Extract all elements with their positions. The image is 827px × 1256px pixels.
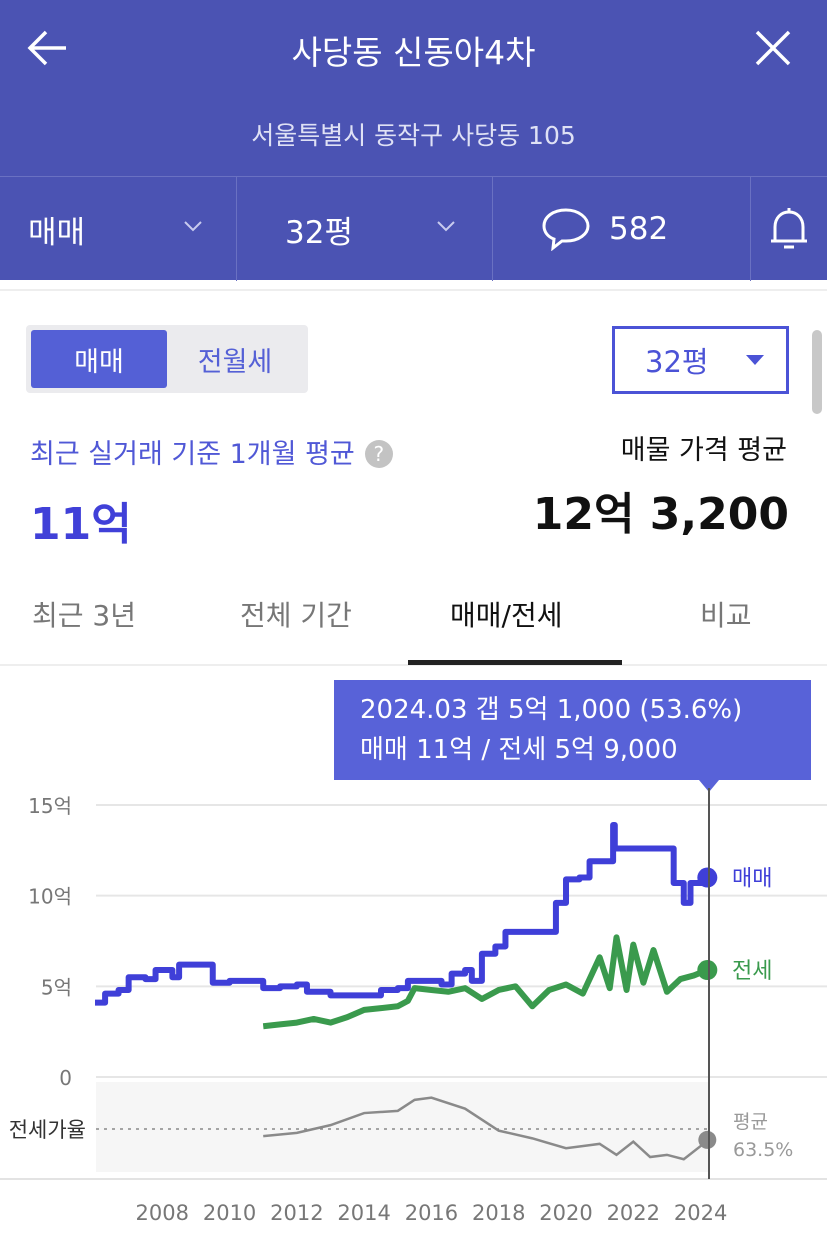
comments-button[interactable]: 582 — [493, 177, 751, 281]
y-tick-label: 10억 — [28, 885, 72, 909]
active-tab-indicator — [408, 660, 622, 665]
divider — [0, 289, 827, 291]
ratio-label: 전세가율 — [9, 1118, 86, 1142]
notification-button[interactable] — [751, 177, 827, 281]
y-tick-label: 15억 — [28, 794, 72, 818]
recent-average-value: 11억 — [30, 499, 132, 550]
help-icon[interactable]: ? — [364, 440, 393, 468]
series-label: 전세 — [732, 959, 772, 984]
series-end-dot — [697, 867, 718, 888]
tooltip-gap: 2024.03 갭 5억 1,000 (53.6%) — [360, 695, 743, 725]
close-icon[interactable] — [755, 30, 791, 66]
tab-all-period[interactable]: 전체 기간 — [240, 599, 352, 632]
x-tick-label: 2016 — [405, 1201, 458, 1225]
x-tick-label: 2024 — [674, 1201, 727, 1225]
chevron-down-icon — [184, 221, 202, 232]
series-line-sale — [95, 821, 711, 1006]
size-label: 32평 — [285, 214, 353, 251]
chart-tabs: 최근 3년 전체 기간 매매/전세 비교 — [0, 570, 827, 666]
page-title: 사당동 신동아4차 — [291, 33, 536, 72]
bell-icon — [771, 208, 807, 249]
series-line-jeonse — [262, 934, 709, 1030]
segment-rent[interactable]: 전월세 — [197, 346, 273, 378]
recent-average-label: 최근 실거래 기준 1개월 평균? — [30, 432, 393, 471]
back-arrow-icon[interactable] — [26, 28, 70, 68]
x-tick-label: 2008 — [136, 1201, 189, 1225]
listing-average-label: 매물 가격 평균 — [620, 435, 787, 466]
x-tick-label: 2022 — [607, 1201, 660, 1225]
caret-down-icon — [746, 355, 764, 365]
speech-bubble-icon — [542, 208, 590, 251]
tooltip-pointer — [699, 780, 719, 792]
x-tick-label: 2020 — [539, 1201, 592, 1225]
price-chart[interactable]: 15억 10억 5억 0 2008 2010 2012 2014 2016 2018 2020 202… — [0, 780, 827, 1256]
ratio-average-label: 평균 — [733, 1111, 768, 1133]
tab-sale-jeonse[interactable]: 매매/전세 — [450, 599, 563, 632]
comment-count: 582 — [609, 211, 669, 247]
listing-average-value: 12억 3,200 — [532, 489, 789, 540]
y-tick-label: 5억 — [41, 975, 72, 999]
tooltip-prices: 매매 11억 / 전세 5억 9,000 — [360, 735, 678, 765]
y-tick-label: 0 — [59, 1066, 72, 1090]
series-label: 매매 — [732, 867, 772, 892]
size-dropdown[interactable]: 32평 — [237, 177, 493, 281]
deal-type-dropdown[interactable]: 매매 — [0, 177, 237, 281]
segment-sale[interactable]: 매매 — [31, 330, 167, 388]
address: 서울특별시 동작구 사당동 105 — [251, 121, 576, 150]
tab-recent-3y[interactable]: 최근 3년 — [32, 599, 136, 632]
deal-type-label: 매매 — [28, 214, 86, 251]
x-tick-label: 2018 — [472, 1201, 525, 1225]
deal-segment-control: 매매 전월세 — [26, 325, 308, 393]
chart-tooltip: 2024.03 갭 5억 1,000 (53.6%) 매매 11억 / 전세 5… — [334, 680, 811, 780]
ratio-average-value: 63.5% — [733, 1139, 793, 1161]
scrollbar[interactable] — [812, 330, 822, 414]
ratio-end-dot — [698, 1130, 717, 1149]
size-select-value: 32평 — [645, 345, 709, 379]
tab-compare[interactable]: 비교 — [700, 599, 752, 632]
app-header: 사당동 신동아4차 서울특별시 동작구 사당동 105 매매 32평 582 — [0, 0, 827, 281]
ratio-line — [263, 1096, 709, 1161]
chevron-down-icon — [437, 221, 455, 232]
x-tick-label: 2014 — [337, 1201, 390, 1225]
x-tick-label: 2012 — [270, 1201, 323, 1225]
series-end-dot — [697, 960, 718, 981]
ratio-band — [96, 1082, 709, 1172]
size-select[interactable]: 32평 — [612, 326, 789, 394]
x-tick-label: 2010 — [203, 1201, 256, 1225]
